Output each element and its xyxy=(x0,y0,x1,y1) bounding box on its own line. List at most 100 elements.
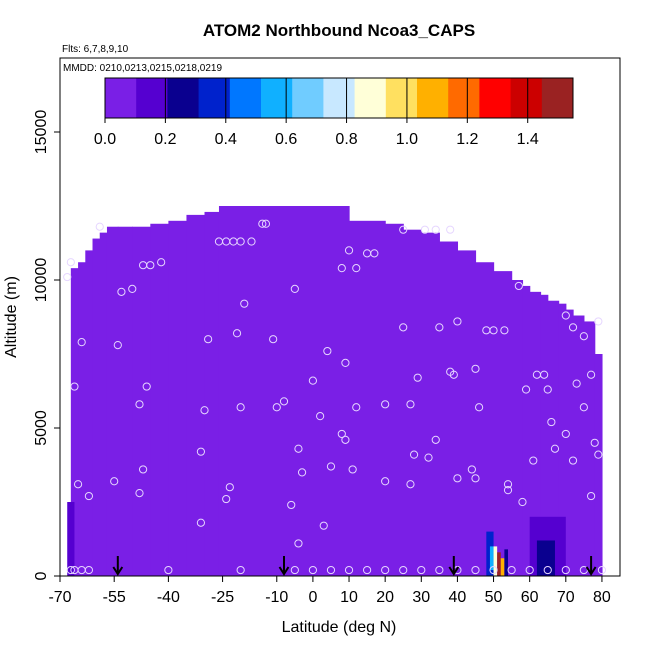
heatmap-column xyxy=(565,309,574,576)
x-tick-label: 30 xyxy=(412,589,430,606)
sample-point xyxy=(128,284,137,293)
colorbar-swatch xyxy=(541,78,574,118)
sample-point xyxy=(399,565,408,575)
heatmap-column xyxy=(117,226,133,576)
sample-point xyxy=(258,219,267,228)
x-tick-label: 70 xyxy=(557,589,575,606)
sample-point xyxy=(157,258,166,267)
sample-point xyxy=(337,264,346,273)
sample-point xyxy=(579,403,588,412)
heatmap-column xyxy=(92,238,101,576)
x-tick-label: 80 xyxy=(593,589,611,606)
x-axis-label: Latitude (deg N) xyxy=(282,619,397,636)
chart-title: ATOM2 Northbound Ncoa3_CAPS xyxy=(203,21,475,40)
x-tick-label: 40 xyxy=(449,589,467,606)
sample-point xyxy=(272,403,281,412)
sample-point xyxy=(196,447,206,456)
sample-point xyxy=(586,491,596,501)
sample-point xyxy=(236,565,245,575)
sample-point xyxy=(269,335,278,344)
sample-point xyxy=(200,406,209,415)
y-tick-label: 0 xyxy=(33,571,50,580)
sample-point xyxy=(514,281,523,291)
colorbar-swatch xyxy=(167,78,200,118)
sample-point xyxy=(471,364,480,373)
sample-point xyxy=(381,477,390,486)
sample-point xyxy=(117,287,126,296)
heatmap-column xyxy=(168,220,188,577)
sample-point xyxy=(467,465,476,474)
sample-point xyxy=(341,435,350,444)
sample-point xyxy=(586,370,596,379)
sample-point xyxy=(146,261,155,270)
arrow-head xyxy=(278,566,290,576)
sample-point xyxy=(431,225,440,234)
sample-point xyxy=(308,565,318,575)
sample-point xyxy=(568,456,578,465)
sample-point xyxy=(471,565,480,575)
plot-area xyxy=(67,206,603,577)
heatmap-column xyxy=(594,354,603,576)
heatmap-hotspot xyxy=(493,546,498,576)
sample-point xyxy=(518,497,527,507)
heatmap-hotspot xyxy=(500,558,505,576)
sample-point xyxy=(474,403,484,412)
sample-point xyxy=(135,489,144,498)
sample-point xyxy=(362,565,372,575)
heatmap-column xyxy=(403,229,422,576)
sample-point xyxy=(290,565,299,575)
sample-point xyxy=(326,462,336,471)
heatmap-column xyxy=(421,232,440,576)
x-tick-label: -25 xyxy=(211,589,234,606)
heatmap-hotspot xyxy=(489,546,494,571)
heatmap-hotspot xyxy=(497,552,501,576)
sample-point xyxy=(110,477,119,486)
sample-point xyxy=(399,225,408,234)
sample-point xyxy=(196,518,206,527)
heatmap-column xyxy=(85,250,94,576)
sample-point xyxy=(594,317,603,326)
sample-point xyxy=(142,382,151,391)
sample-point xyxy=(406,400,415,409)
sample-point xyxy=(471,474,480,483)
y-tick-label: 15000 xyxy=(33,110,50,155)
sample-point xyxy=(279,397,289,406)
heatmap-column xyxy=(70,268,79,576)
sample-point xyxy=(453,317,462,326)
colorbar: 0.0 0.2 0.4 0.6 0.8 1.0 1.2 1.4 xyxy=(94,77,574,148)
sample-point xyxy=(319,521,328,530)
sample-point xyxy=(247,237,256,246)
sample-point xyxy=(323,346,332,356)
sample-point xyxy=(113,341,122,350)
sample-point xyxy=(344,246,354,255)
flight-arrows xyxy=(112,556,597,576)
sample-point xyxy=(297,468,307,477)
sample-point xyxy=(225,483,234,492)
sample-point xyxy=(417,565,426,575)
colorbar-swatch xyxy=(479,78,512,118)
sample-point xyxy=(232,329,242,338)
arrow-head xyxy=(112,566,124,576)
sample-point xyxy=(489,565,498,575)
flight-arrow xyxy=(278,556,290,576)
heatmap-hotspot xyxy=(67,502,75,576)
colorbar-swatch xyxy=(510,78,543,118)
sample-point xyxy=(352,264,361,273)
colorbar-tick-label: 0.4 xyxy=(215,131,237,148)
sample-point xyxy=(420,225,430,234)
heatmap-column xyxy=(547,300,560,576)
sample-point xyxy=(579,332,588,341)
sample-points xyxy=(63,219,607,575)
sample-point xyxy=(503,486,513,495)
sample-point xyxy=(413,373,422,382)
sample-point xyxy=(135,400,144,409)
flights-label: Flts: 6,7,8,9,10 xyxy=(62,44,129,55)
flight-arrow xyxy=(585,556,597,576)
colorbar-tick-label: 0.0 xyxy=(94,131,116,148)
heatmap-column xyxy=(522,285,531,576)
heatmap-column xyxy=(439,241,459,576)
heatmap-column xyxy=(475,262,495,576)
heatmap-column xyxy=(583,321,596,576)
sample-point xyxy=(525,565,534,575)
sample-point xyxy=(503,480,513,489)
